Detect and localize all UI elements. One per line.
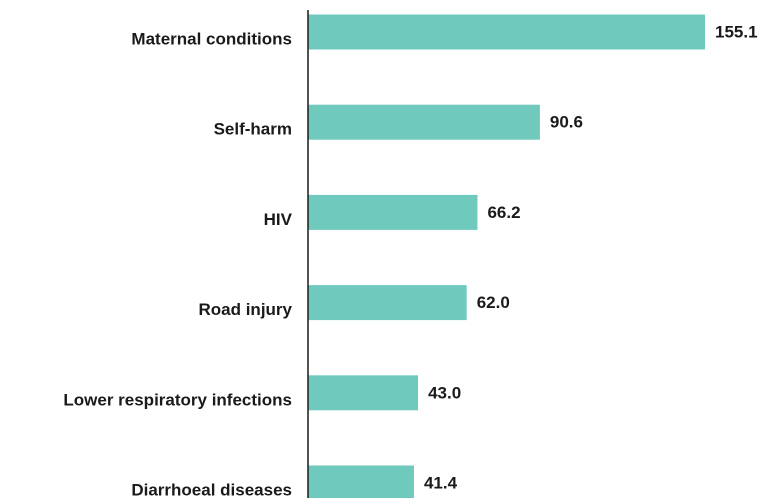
category-label: Maternal conditions	[131, 29, 292, 48]
value-label: 66.2	[487, 203, 520, 222]
bar	[308, 194, 478, 230]
value-label: 90.6	[550, 113, 583, 132]
value-label: 43.0	[428, 383, 461, 402]
bar	[308, 465, 414, 498]
bar	[308, 285, 467, 321]
category-label: Road injury	[198, 300, 292, 319]
category-label: Diarrhoeal diseases	[131, 480, 292, 498]
bar	[308, 375, 419, 411]
bar	[308, 104, 540, 140]
category-label: Lower respiratory infections	[63, 390, 292, 409]
bar	[308, 14, 705, 50]
value-label: 155.1	[715, 22, 758, 41]
category-label: HIV	[264, 210, 293, 229]
value-label: 62.0	[477, 293, 510, 312]
category-label: Self-harm	[214, 120, 292, 139]
value-label: 41.4	[424, 473, 458, 492]
